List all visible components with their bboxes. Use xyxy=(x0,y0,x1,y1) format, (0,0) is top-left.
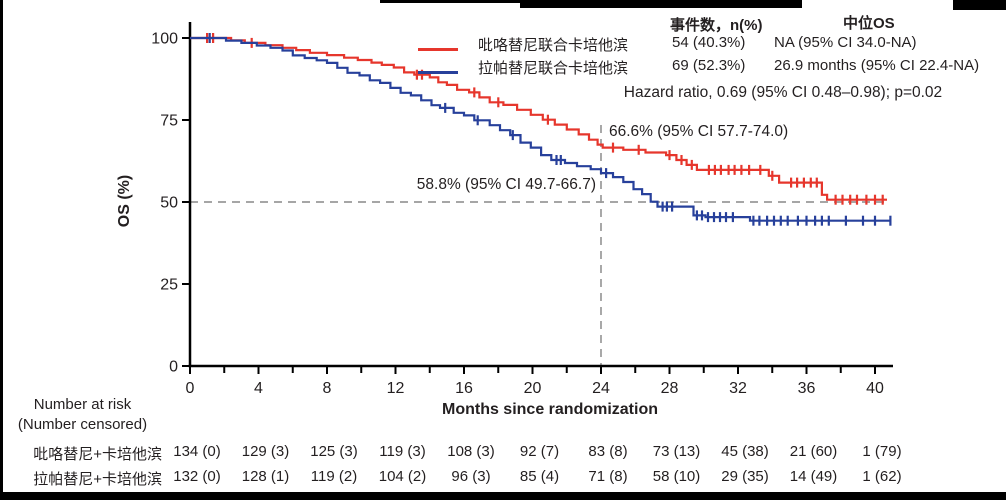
risk-row-label-lapatinib: 拉帕替尼+卡培他滨 xyxy=(33,471,162,488)
risk-value: 132 (0) xyxy=(173,468,221,485)
frame-top-bar xyxy=(520,0,802,8)
svg-text:25: 25 xyxy=(160,277,178,294)
risk-row-label-pyrotinib: 吡咯替尼+卡培他滨 xyxy=(33,446,162,463)
legend-col1-header: 事件数，n(%) xyxy=(670,17,763,34)
risk-value: 134 (0) xyxy=(173,443,221,460)
risk-value: 71 (8) xyxy=(588,468,628,485)
svg-text:0: 0 xyxy=(186,380,195,397)
risk-value: 119 (2) xyxy=(310,468,358,485)
risk-value: 1 (79) xyxy=(862,443,902,460)
risk-value: 108 (3) xyxy=(447,443,495,460)
legend-median-lapatinib: 26.9 months (95% CI 22.4-NA) xyxy=(774,57,980,74)
risk-value: 1 (62) xyxy=(862,468,902,485)
risk-value: 92 (7) xyxy=(519,443,560,460)
hazard-ratio-text: Hazard ratio, 0.69 (95% CI 0.48–0.98); p… xyxy=(623,84,943,101)
svg-text:16: 16 xyxy=(455,380,473,397)
legend-median-pyrotinib: NA (95% CI 34.0-NA) xyxy=(774,34,917,51)
svg-text:40: 40 xyxy=(866,380,884,397)
svg-text:28: 28 xyxy=(661,380,679,397)
svg-text:20: 20 xyxy=(524,380,542,397)
x-axis-label: Months since randomization xyxy=(441,401,658,418)
svg-text:12: 12 xyxy=(387,380,405,397)
annotation-lapatinib-24mo: 58.8% (95% CI 49.7-66.7) xyxy=(416,176,596,193)
svg-text:4: 4 xyxy=(254,380,263,397)
legend-swatch-pyrotinib xyxy=(418,48,458,51)
risk-value: 104 (2) xyxy=(378,468,427,485)
risk-value: 21 (60) xyxy=(789,443,838,460)
risk-value: 58 (10) xyxy=(652,468,701,485)
risk-value: 73 (13) xyxy=(652,443,701,460)
risk-value: 85 (4) xyxy=(519,468,560,485)
risk-value: 83 (8) xyxy=(588,443,628,460)
risk-value: 129 (3) xyxy=(241,443,290,460)
risk-value: 128 (1) xyxy=(241,468,290,485)
risk-value: 45 (38) xyxy=(721,443,769,460)
svg-text:32: 32 xyxy=(729,380,747,397)
legend-events-pyrotinib: 54 (40.3%) xyxy=(672,34,746,51)
svg-text:75: 75 xyxy=(160,113,178,130)
risk-value: 96 (3) xyxy=(451,468,491,485)
svg-text:24: 24 xyxy=(592,380,610,397)
risk-table-header2: (Number censored) xyxy=(17,416,148,433)
svg-text:36: 36 xyxy=(798,380,816,397)
risk-table-header1: Number at risk xyxy=(33,396,132,413)
risk-value: 14 (49) xyxy=(789,468,838,485)
legend-events-lapatinib: 69 (52.3%) xyxy=(672,57,746,74)
annotation-pyrotinib-24mo: 66.6% (95% CI 57.7-74.0) xyxy=(609,123,789,140)
frame-bottom-bar xyxy=(0,492,1006,500)
risk-value: 125 (3) xyxy=(310,443,358,460)
frame-left-edge xyxy=(0,0,3,497)
legend-label-lapatinib: 拉帕替尼联合卡培他滨 xyxy=(478,60,629,77)
legend-col2-header: 中位OS xyxy=(843,15,895,32)
svg-text:0: 0 xyxy=(169,359,178,376)
risk-value: 119 (3) xyxy=(379,443,426,460)
svg-text:50: 50 xyxy=(160,195,178,212)
risk-value: 29 (35) xyxy=(721,468,769,485)
frame-top-right-bar xyxy=(953,0,1006,10)
legend-swatch-lapatinib xyxy=(418,71,458,74)
y-axis-label: OS (%) xyxy=(116,174,133,228)
svg-text:8: 8 xyxy=(323,380,332,397)
legend-label-pyrotinib: 吡咯替尼联合卡培他滨 xyxy=(478,37,629,54)
svg-text:100: 100 xyxy=(151,31,178,48)
frame-top-thin xyxy=(380,0,620,3)
